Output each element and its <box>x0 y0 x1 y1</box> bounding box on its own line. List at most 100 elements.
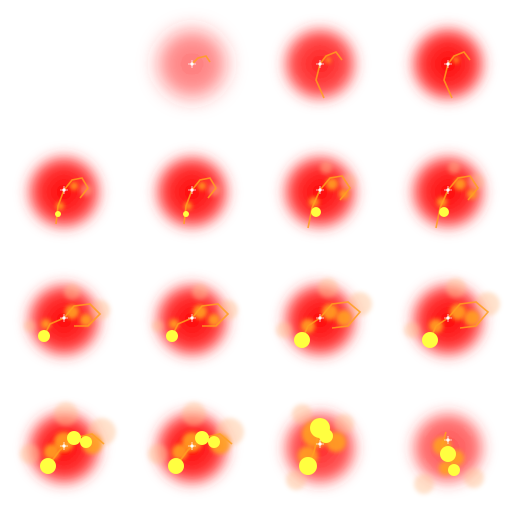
spark-icon <box>444 60 452 68</box>
smoke-puff <box>286 470 306 490</box>
sprite-frame-14 <box>256 384 384 512</box>
fire-blob <box>41 319 51 329</box>
fire-blob <box>464 310 480 326</box>
sprite-frame-7 <box>384 128 512 256</box>
sprite-frame-3 <box>384 0 512 128</box>
sprite-frame-8 <box>0 256 128 384</box>
fire-core <box>299 457 317 475</box>
fire-blob <box>44 444 60 460</box>
fire-blob <box>467 189 477 199</box>
spark-icon <box>444 436 452 444</box>
fire-core <box>55 211 61 217</box>
sprite-frame-11 <box>384 256 512 384</box>
fire-blob <box>322 304 338 320</box>
explosion-sprite <box>408 408 488 494</box>
sprite-frame-1 <box>128 0 256 128</box>
fire-core <box>440 446 456 462</box>
fire-blob <box>172 444 188 460</box>
sprite-frame-15 <box>384 384 512 512</box>
smoke-puff <box>334 414 354 434</box>
spark-icon <box>188 314 196 322</box>
fire-blob <box>309 197 319 207</box>
explosion-sprite <box>280 152 360 232</box>
fire-core <box>67 431 81 445</box>
smoke-puff <box>320 162 332 174</box>
smoke-puff <box>218 300 238 320</box>
fire-core <box>208 436 220 448</box>
sprite-frame-0 <box>0 0 128 128</box>
fire-trail <box>315 51 343 99</box>
fire-blob <box>169 319 179 329</box>
fire-core <box>166 330 178 342</box>
fire-blob <box>56 202 64 210</box>
explosion-sprite <box>408 24 488 104</box>
spark-icon <box>316 440 324 448</box>
smoke-puff <box>348 292 372 316</box>
smoke-puff <box>292 404 312 424</box>
spark-icon <box>316 314 324 322</box>
explosion-sprite <box>280 404 360 490</box>
explosion-sprite <box>152 152 232 232</box>
spark-icon <box>60 314 68 322</box>
sprite-frame-9 <box>128 256 256 384</box>
smoke-puff <box>20 444 40 464</box>
sprite-frame-5 <box>128 128 256 256</box>
fire-blob <box>65 305 79 319</box>
fire-core <box>183 211 189 217</box>
explosion-sprite <box>152 24 232 104</box>
smoke-puff <box>152 320 164 332</box>
spark-icon <box>60 442 68 450</box>
explosion-sprite <box>408 152 488 232</box>
fire-blob <box>301 319 315 333</box>
spark-icon <box>188 442 196 450</box>
explosion-sprite <box>404 278 500 360</box>
sprite-frame-12 <box>0 384 128 512</box>
fire-core <box>80 436 92 448</box>
spark-icon <box>316 186 324 194</box>
sprite-frame-10 <box>256 256 384 384</box>
fire-core <box>448 464 460 476</box>
explosion-sprite <box>24 152 104 232</box>
spark-icon <box>188 60 196 68</box>
fire-blob <box>437 197 447 207</box>
smoke-puff <box>476 292 500 316</box>
fire-blob <box>184 202 192 210</box>
smoke-puff <box>192 284 208 300</box>
smoke-puff <box>404 322 420 338</box>
fire-blob <box>336 310 352 326</box>
spark-icon <box>444 186 452 194</box>
spark-icon <box>316 60 324 68</box>
smoke-puff <box>446 278 466 298</box>
explosion-sprite <box>24 280 110 360</box>
fire-core <box>311 207 321 217</box>
smoke-puff <box>182 402 206 426</box>
fire-trail <box>443 51 471 99</box>
fire-blob <box>454 178 466 190</box>
sprite-frame-4 <box>0 128 128 256</box>
explosion-sprite <box>276 278 372 360</box>
sprite-frame-13 <box>128 384 256 512</box>
sprite-frame-2 <box>256 0 384 128</box>
smoke-puff <box>54 402 78 426</box>
fire-core <box>319 429 333 443</box>
fire-blob <box>325 57 331 63</box>
explosion-sprite <box>20 402 116 488</box>
fire-blob <box>70 182 78 190</box>
fire-core <box>38 330 50 342</box>
fire-core <box>195 431 209 445</box>
spark-icon <box>444 314 452 322</box>
fire-trail <box>191 55 211 65</box>
explosion-sprite <box>280 24 360 104</box>
smoke-puff <box>276 322 292 338</box>
fire-blob <box>326 178 338 190</box>
smoke-puff <box>90 300 110 320</box>
sprite-frame-6 <box>256 128 384 256</box>
fire-blob <box>208 314 220 326</box>
smoke-puff <box>414 474 434 494</box>
smoke-puff <box>464 468 484 488</box>
spark-icon <box>188 186 196 194</box>
fire-blob <box>429 319 443 333</box>
fire-blob <box>339 189 349 199</box>
fire-core <box>40 458 56 474</box>
